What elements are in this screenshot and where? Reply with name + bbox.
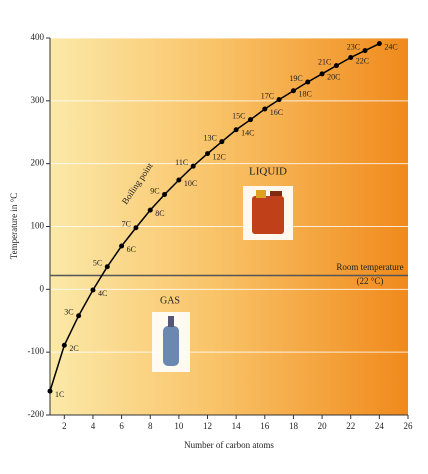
x-tick-label: 6 [119, 421, 124, 431]
point-label: 8C [155, 209, 164, 218]
point-label: 6C [127, 245, 136, 254]
point-label: 18C [298, 90, 311, 99]
point-label: 23C [347, 42, 360, 51]
data-point [90, 287, 96, 293]
data-point [247, 117, 253, 123]
reference-sublabel: (22 °C) [357, 276, 384, 286]
data-point [348, 54, 354, 60]
reference-label: Room temperature [336, 262, 403, 272]
data-point [319, 71, 325, 77]
data-point [233, 127, 239, 133]
x-tick-label: 4 [91, 421, 96, 431]
data-point [362, 48, 368, 54]
data-point [104, 264, 110, 270]
point-label: 17C [261, 91, 274, 100]
y-tick-label: 100 [31, 221, 45, 231]
point-label: 12C [213, 152, 226, 161]
x-tick-label: 12 [203, 421, 212, 431]
point-label: 24C [384, 42, 397, 51]
point-label: 14C [241, 129, 254, 138]
x-tick-label: 16 [260, 421, 270, 431]
point-label: 10C [184, 179, 197, 188]
point-label: 2C [69, 344, 78, 353]
data-point [376, 41, 382, 47]
point-label: 3C [64, 308, 73, 317]
data-point [176, 177, 182, 183]
point-label: 15C [232, 112, 245, 121]
point-label: 19C [289, 74, 302, 83]
x-tick-label: 18 [289, 421, 299, 431]
x-tick-label: 2 [62, 421, 67, 431]
data-point [276, 97, 282, 103]
point-label: 16C [270, 108, 283, 117]
data-point [333, 63, 339, 69]
data-point [190, 163, 196, 169]
point-label: 5C [93, 259, 102, 268]
data-point [162, 191, 168, 197]
data-point [262, 106, 268, 112]
point-label: 7C [122, 220, 131, 229]
point-label: 21C [318, 57, 331, 66]
y-tick-label: 400 [31, 32, 45, 42]
data-point [305, 79, 311, 85]
x-tick-label: 20 [318, 421, 328, 431]
data-point [219, 139, 225, 145]
data-point [76, 313, 82, 319]
liquid-icon [243, 186, 293, 240]
data-point [47, 388, 53, 394]
point-label: 20C [327, 73, 340, 82]
point-label: 13C [203, 134, 216, 143]
y-tick-label: -200 [28, 409, 45, 419]
gas-label: GAS [160, 295, 180, 306]
data-point [61, 342, 67, 348]
point-label: 4C [98, 289, 107, 298]
gas-icon [152, 312, 190, 372]
data-point [205, 151, 211, 157]
data-point [119, 243, 125, 249]
x-tick-label: 14 [232, 421, 242, 431]
point-label: 22C [356, 56, 369, 65]
x-tick-label: 22 [346, 421, 355, 431]
point-label: 1C [55, 390, 64, 399]
data-point [133, 225, 139, 231]
x-tick-label: 24 [375, 421, 385, 431]
x-axis-title: Number of carbon atoms [184, 440, 274, 450]
liquid-label: LIQUID [249, 166, 287, 178]
x-tick-label: 8 [148, 421, 153, 431]
data-point [290, 88, 296, 94]
point-label: 9C [150, 186, 159, 195]
y-tick-label: 200 [31, 158, 45, 168]
data-point [147, 207, 153, 213]
y-tick-label: -100 [28, 346, 45, 356]
y-tick-label: 300 [31, 95, 45, 105]
y-tick-label: 0 [40, 283, 45, 293]
x-tick-label: 26 [404, 421, 414, 431]
series-line [49, 42, 380, 392]
y-axis-title: Temperature in °C [9, 193, 19, 259]
point-label: 11C [175, 158, 188, 167]
x-tick-label: 10 [174, 421, 184, 431]
